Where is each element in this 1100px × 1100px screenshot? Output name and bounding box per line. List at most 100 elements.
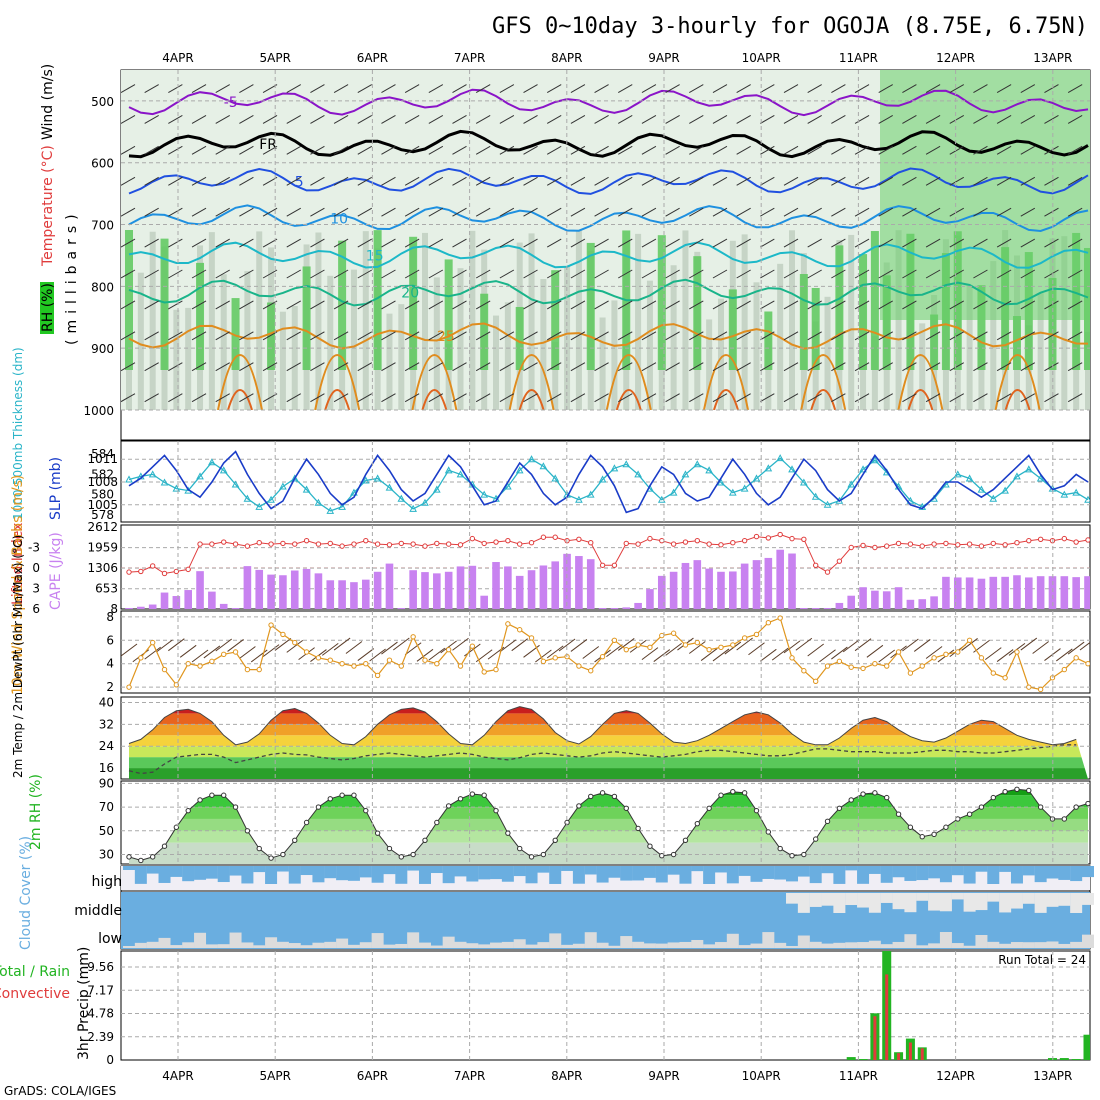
temp-contour-label: 5	[295, 174, 304, 190]
cloud-high-bar	[134, 866, 147, 884]
rh-point	[185, 807, 191, 814]
wind-barb	[618, 176, 633, 186]
rh-shade-grey	[717, 298, 724, 410]
wind-barb	[1044, 238, 1059, 248]
cloud-high-bar	[679, 866, 692, 884]
li-tick: 0	[32, 561, 40, 575]
wind-barb	[854, 362, 870, 372]
wind-barb	[1067, 238, 1083, 248]
rh-shade-green	[811, 287, 820, 370]
temp-panel: 40 32 24 16	[99, 695, 1091, 780]
cloud-high-bar	[312, 866, 325, 883]
cloud-low-gap	[123, 946, 135, 948]
wind-barb	[144, 207, 159, 217]
rh-shade-grey	[599, 317, 606, 410]
wind-barb	[665, 642, 682, 656]
cloud-high-bar	[904, 866, 917, 881]
cape-bar	[480, 595, 488, 609]
rh-shade-grey	[149, 231, 156, 410]
wind-barb	[1020, 300, 1036, 310]
rh-shade-grey	[789, 230, 796, 410]
surface-30-contour	[907, 389, 934, 410]
cape-bar	[243, 566, 252, 609]
rh-shade-green	[338, 240, 347, 370]
lifted-index-point	[659, 537, 665, 544]
li-tick: 3	[32, 582, 40, 596]
cloud-mid-gap	[1022, 893, 1035, 904]
wind-barb	[736, 637, 753, 651]
rh-shade-grey	[126, 350, 132, 410]
rh-shade-grey	[398, 304, 405, 410]
cloud-mid-gap	[939, 893, 952, 912]
wind-barb	[996, 176, 1012, 186]
wind-barb	[570, 639, 588, 652]
slp-tick: 1011	[87, 452, 118, 466]
wind-barb	[333, 176, 349, 186]
wind-barb	[996, 393, 1012, 403]
wind-barb	[760, 238, 775, 248]
rh-shade-green	[728, 289, 737, 370]
wind-barb	[428, 269, 444, 279]
wind-speed-point	[173, 682, 180, 688]
cape-bar	[575, 556, 583, 609]
wind-speed-point	[292, 639, 298, 646]
rh-shade-grey	[315, 232, 322, 410]
cloud-low-gap	[454, 941, 467, 948]
wind-barb	[286, 115, 302, 124]
thickness-point	[480, 490, 489, 498]
lifted-index-point	[457, 542, 464, 548]
lifted-index-point	[647, 535, 653, 542]
lifted-index-point	[540, 534, 547, 540]
surface-25-contour	[411, 354, 458, 410]
lifted-index-point	[1026, 537, 1032, 544]
wind-barb	[783, 238, 799, 248]
wind-barb	[144, 115, 159, 124]
rh-point	[244, 828, 251, 834]
wind-barb	[452, 331, 467, 341]
wind-speed-axis-label: 10m Wind Speed & Barbs (m/s)	[10, 475, 26, 695]
wind-barb	[925, 269, 941, 279]
wind-speed-point	[209, 658, 215, 665]
wind-barb	[594, 115, 609, 124]
wind-barb	[239, 207, 254, 217]
rh-point	[173, 824, 180, 830]
temp-band	[129, 724, 1088, 736]
wind-barb	[925, 646, 943, 659]
thickness-point	[740, 484, 749, 492]
wind-barb	[1067, 269, 1083, 279]
lifted-index-point	[682, 539, 689, 545]
lifted-index-point	[434, 540, 440, 547]
rh-shade-green	[930, 314, 939, 370]
rh-shade-grey	[291, 306, 298, 410]
rh-point	[434, 819, 440, 826]
temp-contour--5	[128, 88, 1089, 117]
wind-speed-point	[244, 666, 251, 673]
wind-barb	[689, 362, 704, 372]
wind-barb	[570, 115, 586, 124]
cape-bar	[717, 571, 725, 609]
cloud-low-gap	[205, 944, 218, 948]
cloud-low-gap	[738, 945, 751, 948]
wind-barb	[783, 300, 799, 310]
wind-barb	[783, 84, 799, 93]
cape-bar	[160, 592, 169, 609]
wind-barb	[854, 207, 870, 217]
wind-barb	[618, 393, 633, 403]
lifted-index-point	[966, 541, 973, 547]
wind-barb	[984, 647, 1002, 661]
wind-barb	[452, 176, 467, 186]
cape-bar	[184, 590, 192, 609]
top-date-label: 4APR	[162, 51, 193, 65]
wind-barb	[333, 145, 349, 155]
cloud-high-bar	[620, 866, 633, 881]
rh-point	[256, 845, 262, 852]
cloud-high-bar	[300, 866, 313, 876]
lifted-index-point	[599, 562, 606, 568]
bottom-date-label: 10APR	[742, 1069, 781, 1083]
cloud-mid-gap	[1070, 893, 1083, 913]
thickness-point	[350, 488, 358, 496]
rh-shade-grey	[244, 271, 251, 410]
wind-speed-point	[161, 666, 168, 673]
precip-frame	[120, 950, 1091, 1061]
wind-barb	[452, 84, 467, 93]
